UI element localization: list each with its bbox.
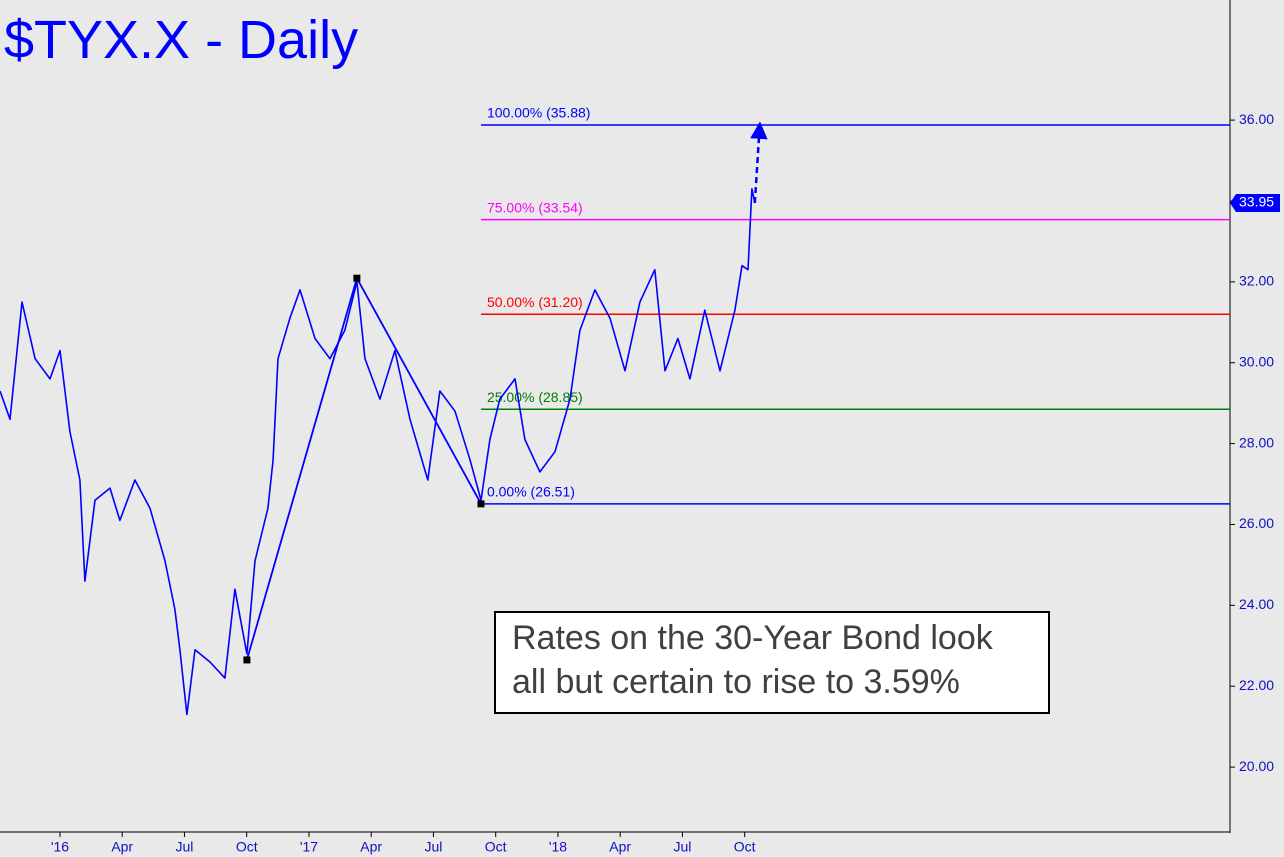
y-tick-label: 30.00 [1239,353,1274,369]
x-tick-label: '16 [51,839,69,855]
pattern-point [243,656,251,664]
annotation-line: all but certain to rise to 3.59% [512,663,960,701]
projection-arrow [750,121,768,204]
y-tick-label: 26.00 [1239,515,1274,531]
y-tick-label: 28.00 [1239,434,1274,450]
y-tick-label: 20.00 [1239,758,1274,774]
chart-title: $TYX.X - Daily [4,10,358,70]
x-tick-label: Oct [485,839,507,855]
x-tick-label: Jul [673,839,691,855]
x-tick-label: Oct [734,839,756,855]
pattern-point [353,274,361,282]
level-label: 25.00% (28.85) [487,389,583,405]
level-label: 0.00% (26.51) [487,484,575,500]
y-tick-label: 24.00 [1239,596,1274,612]
y-tick-label: 32.00 [1239,273,1274,289]
x-tick-label: Jul [424,839,442,855]
level-label: 75.00% (33.54) [487,199,583,215]
x-tick-label: '18 [549,839,567,855]
y-tick-label: 36.00 [1239,111,1274,127]
last-price-label: 33.95 [1239,194,1274,210]
x-tick-label: '17 [300,839,318,855]
level-label: 50.00% (31.20) [487,294,583,310]
x-tick-label: Apr [111,839,133,855]
pattern-point [477,500,485,508]
last-price-tag [1230,193,1280,212]
price-line [0,188,756,716]
y-tick-label: 22.00 [1239,677,1274,693]
x-tick-label: Apr [360,839,382,855]
level-label: 100.00% (35.88) [487,105,591,121]
x-tick-label: Apr [609,839,631,855]
annotation-line: Rates on the 30-Year Bond look [512,619,994,657]
x-tick-label: Jul [176,839,194,855]
annotation-box [494,611,1050,714]
x-tick-label: Oct [236,839,258,855]
